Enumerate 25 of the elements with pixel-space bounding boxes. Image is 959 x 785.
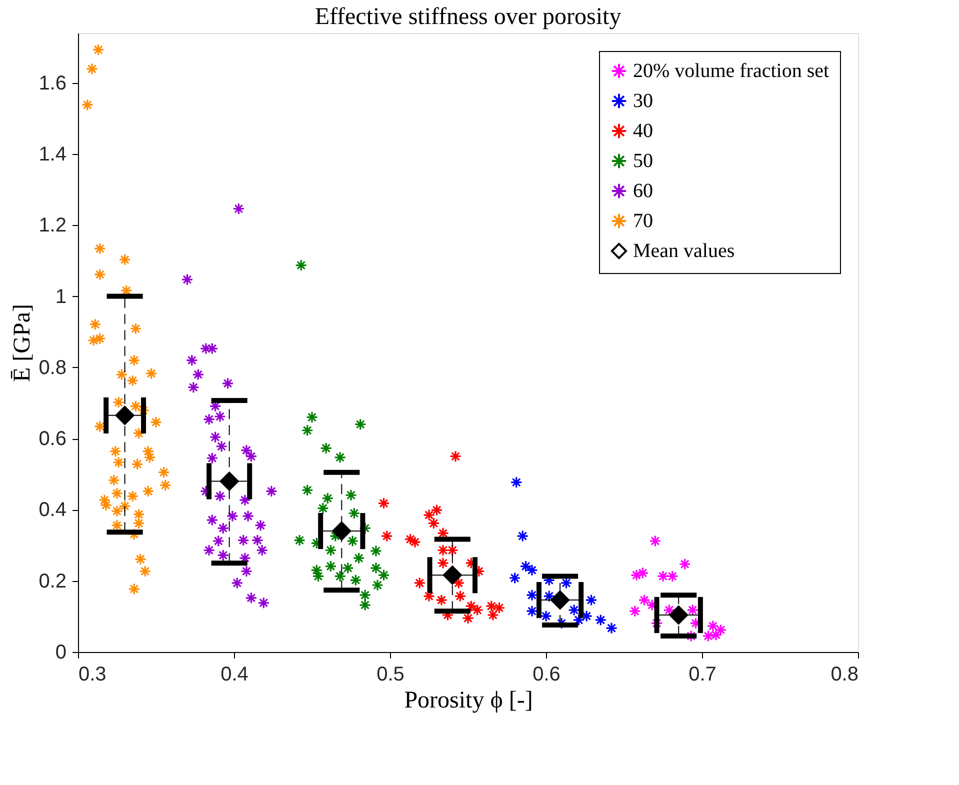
y-tick-label: 0.2 — [38, 570, 66, 592]
chart-title: Effective stiffness over porosity — [314, 4, 622, 30]
x-tick-label: 0.6 — [532, 664, 560, 686]
y-tick-label: 1.6 — [38, 72, 66, 94]
y-tick-label: 0.6 — [38, 428, 66, 450]
x-tick-label: 0.5 — [376, 664, 404, 686]
legend-label: 40 — [633, 120, 653, 142]
x-tick-label: 0.3 — [78, 664, 106, 686]
x-tick-label: 0.8 — [830, 664, 858, 686]
y-tick-label: 1 — [55, 286, 66, 308]
legend-label: 50 — [633, 150, 653, 172]
legend-label: Mean values — [633, 240, 735, 262]
x-axis-title: Porosity ϕ [-] — [404, 688, 533, 714]
legend-label: 60 — [633, 180, 653, 202]
y-tick-label: 1.2 — [38, 214, 66, 237]
y-axis-title: Ē [GPa] — [10, 304, 36, 382]
y-tick-label: 0 — [55, 642, 66, 664]
legend-label: 70 — [633, 210, 653, 232]
x-tick-label: 0.4 — [220, 664, 248, 686]
x-tick-label: 0.7 — [688, 664, 716, 686]
y-tick-label: 1.4 — [38, 143, 66, 166]
legend-label: 20% volume fraction set — [633, 60, 830, 82]
y-tick-label: 0.4 — [38, 499, 66, 522]
y-tick-label: 0.8 — [38, 356, 66, 379]
legend-label: 30 — [633, 90, 653, 112]
